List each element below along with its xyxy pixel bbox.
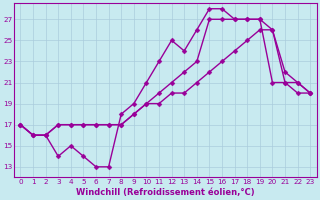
X-axis label: Windchill (Refroidissement éolien,°C): Windchill (Refroidissement éolien,°C) bbox=[76, 188, 255, 197]
